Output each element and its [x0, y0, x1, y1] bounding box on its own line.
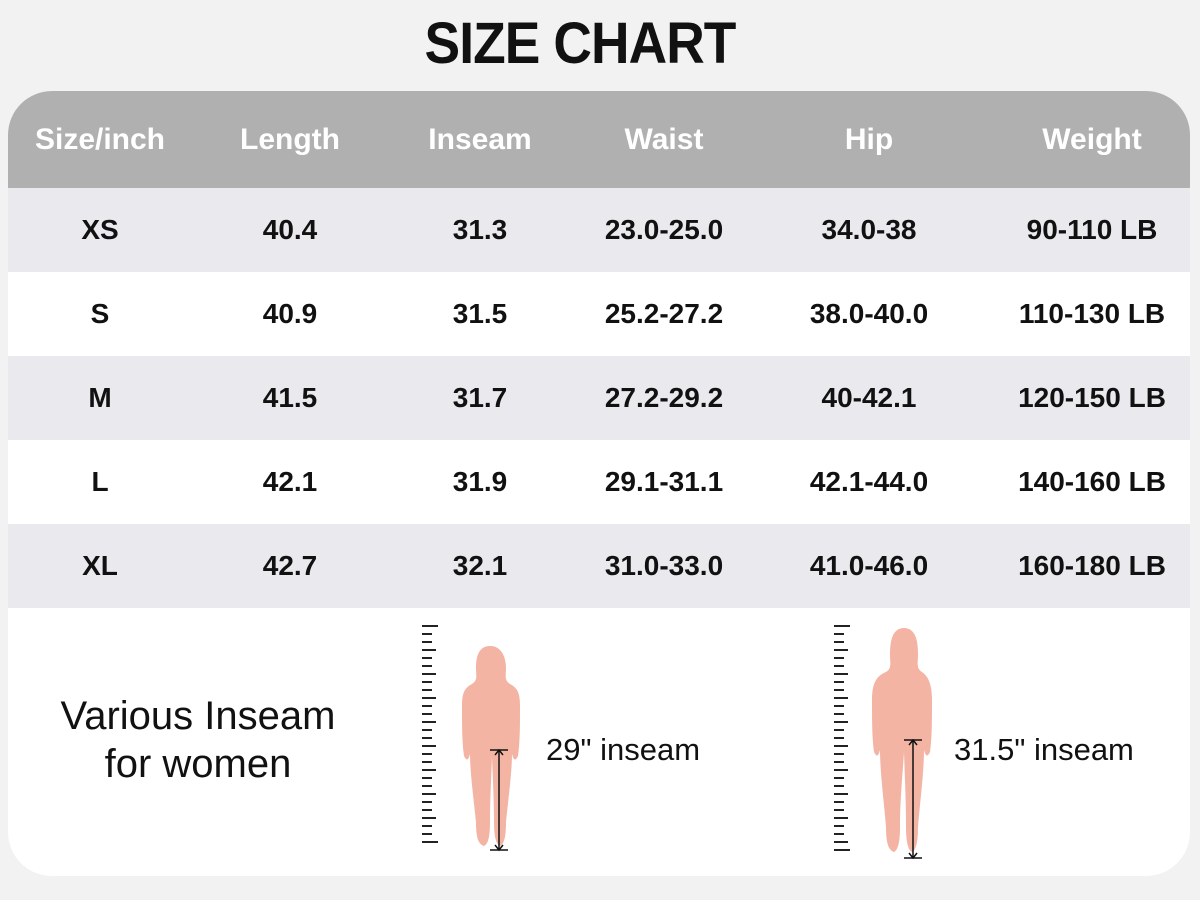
cell-weight: 120-150 LB	[1018, 382, 1166, 413]
cell-inseam: 31.7	[452, 382, 508, 413]
header-size: Size/inch	[34, 122, 166, 156]
inseam-illustration: Various Inseam for women 2	[8, 608, 1190, 876]
page-title: SIZE CHART	[424, 11, 737, 76]
cell-size: XL	[82, 550, 118, 581]
cell-weight: 140-160 LB	[1018, 466, 1166, 497]
header-inseam: Inseam	[428, 122, 532, 156]
cell-inseam: 32.1	[452, 550, 508, 581]
woman-silhouette-icon	[422, 625, 520, 852]
table-row: L 42.1 31.9 29.1-31.1 42.1-44.0 140-160 …	[8, 440, 1190, 524]
header-hip: Hip	[844, 122, 894, 156]
cell-waist: 23.0-25.0	[604, 214, 724, 245]
cell-weight: 110-130 LB	[1018, 298, 1166, 329]
caption-line-1: Various Inseam	[60, 694, 336, 738]
header-length: Length	[240, 122, 340, 156]
woman-silhouette-icon	[834, 625, 932, 860]
inseam-caption: Various Inseam for women	[48, 692, 348, 788]
cell-weight: 160-180 LB	[1018, 550, 1166, 581]
cell-size: M	[88, 382, 112, 413]
header-weight: Weight	[1042, 122, 1142, 156]
cell-weight: 90-110 LB	[1026, 214, 1158, 245]
cell-size: S	[90, 298, 110, 329]
table-row: XS 40.4 31.3 23.0-25.0 34.0-38 90-110 LB	[8, 188, 1190, 272]
cell-size: XS	[81, 214, 119, 245]
cell-waist: 31.0-33.0	[604, 550, 724, 581]
caption-line-2: for women	[104, 742, 292, 786]
table-row: S 40.9 31.5 25.2-27.2 38.0-40.0 110-130 …	[8, 272, 1190, 356]
cell-hip: 42.1-44.0	[809, 466, 929, 497]
cell-hip: 38.0-40.0	[809, 298, 929, 329]
cell-hip: 41.0-46.0	[809, 550, 929, 581]
cell-length: 41.5	[262, 382, 318, 413]
cell-waist: 25.2-27.2	[604, 298, 724, 329]
cell-length: 40.4	[262, 214, 318, 245]
cell-inseam: 31.3	[452, 214, 508, 245]
cell-length: 42.7	[262, 550, 318, 581]
cell-hip: 40-42.1	[821, 382, 917, 413]
cell-inseam: 31.5	[452, 298, 508, 329]
cell-length: 42.1	[262, 466, 318, 497]
cell-inseam: 31.9	[452, 466, 508, 497]
size-chart-card: Size/inch Length Inseam Waist Hip Weight…	[8, 91, 1190, 876]
inseam-label-29: 29" inseam	[546, 732, 701, 767]
table-row: XL 42.7 32.1 31.0-33.0 41.0-46.0 160-180…	[8, 524, 1190, 608]
cell-waist: 27.2-29.2	[604, 382, 724, 413]
table-header: Size/inch Length Inseam Waist Hip Weight	[8, 91, 1190, 188]
inseam-label-31-5: 31.5" inseam	[954, 732, 1134, 767]
cell-size: L	[91, 466, 109, 497]
cell-waist: 29.1-31.1	[604, 466, 724, 497]
table-row: M 41.5 31.7 27.2-29.2 40-42.1 120-150 LB	[8, 356, 1190, 440]
cell-hip: 34.0-38	[821, 214, 917, 245]
cell-length: 40.9	[262, 298, 318, 329]
header-waist: Waist	[624, 122, 704, 156]
